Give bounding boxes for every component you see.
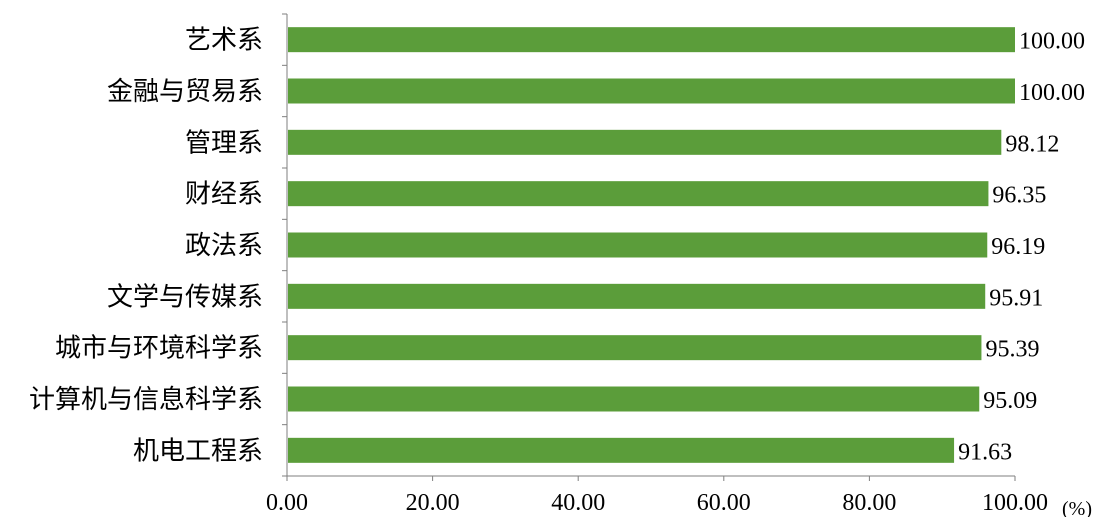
category-labels: 艺术系金融与贸易系管理系财经系政法系文学与传媒系城市与环境科学系计算机与信息科学… (29, 26, 263, 466)
bar (288, 386, 980, 412)
category-label: 文学与传媒系 (107, 282, 263, 311)
x-tick-label: 20.00 (406, 490, 460, 516)
bar (288, 27, 1015, 53)
data-label: 95.09 (983, 388, 1037, 414)
data-label: 95.39 (985, 337, 1039, 363)
x-tick-label: 80.00 (842, 490, 896, 516)
data-label: 96.35 (992, 183, 1046, 209)
data-label: 96.19 (991, 234, 1045, 260)
x-axis-unit-label: (%) (1062, 498, 1092, 517)
bar (288, 78, 1015, 104)
category-label: 机电工程系 (133, 436, 263, 465)
chart-axes (282, 13, 1015, 477)
category-label: 艺术系 (185, 26, 263, 55)
x-tick-label: 100.00 (982, 490, 1048, 516)
bar (288, 437, 955, 463)
bar (288, 129, 1002, 155)
x-tick-label: 60.00 (697, 490, 751, 516)
bar (288, 232, 988, 258)
bar (288, 335, 982, 361)
data-label: 98.12 (1005, 131, 1059, 157)
category-label: 政法系 (185, 231, 263, 260)
data-label: 100.00 (1019, 80, 1085, 106)
x-tick-label: 0.00 (266, 490, 308, 516)
value-labels: 100.00 100.00 98.12 96.35 96.19 95.91 95.39 95.… (958, 29, 1085, 466)
category-label: 城市与环境科学系 (55, 334, 263, 363)
bar-group (288, 27, 1015, 463)
bar (288, 181, 989, 207)
x-axis-ticks: 0.00 20.00 40.00 60.00 80.00 100.00 (266, 476, 1048, 516)
data-label: 91.63 (958, 439, 1012, 465)
data-label: 95.91 (989, 285, 1043, 311)
category-label: 计算机与信息科学系 (29, 385, 263, 414)
category-label: 管理系 (185, 128, 263, 157)
bar (288, 283, 986, 309)
category-label: 金融与贸易系 (107, 77, 263, 106)
x-tick-label: 40.00 (551, 490, 605, 516)
category-label: 财经系 (185, 180, 263, 209)
data-label: 100.00 (1019, 29, 1085, 55)
